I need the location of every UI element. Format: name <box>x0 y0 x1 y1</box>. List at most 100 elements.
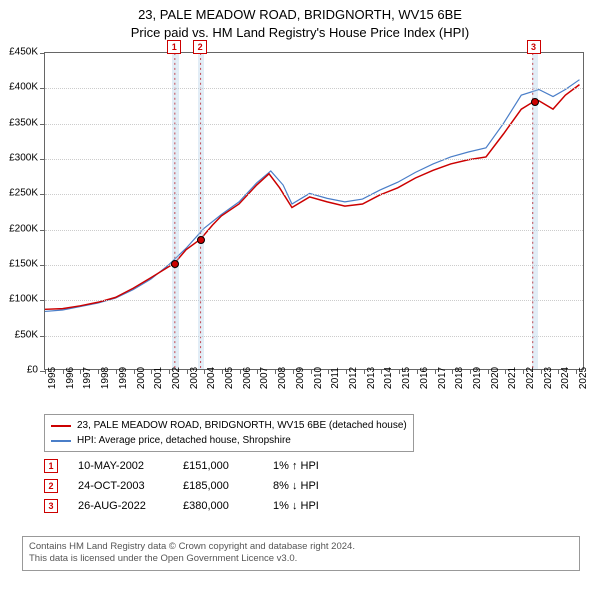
event-row: 3 26-AUG-2022 £380,000 1% ↓ HPI <box>44 499 353 513</box>
legend-row: 23, PALE MEADOW ROAD, BRIDGNORTH, WV15 6… <box>51 418 407 433</box>
legend-label: 23, PALE MEADOW ROAD, BRIDGNORTH, WV15 6… <box>77 418 407 433</box>
xtick-mark <box>222 369 223 374</box>
xtick-mark <box>311 369 312 374</box>
legend-swatch <box>51 425 71 427</box>
xtick-label: 2004 <box>206 367 217 389</box>
series-property <box>45 85 579 310</box>
ytick-label: £100K <box>0 294 38 305</box>
xtick-mark <box>417 369 418 374</box>
xtick-label: 2001 <box>153 367 164 389</box>
xtick-mark <box>293 369 294 374</box>
gridline-h <box>45 194 583 195</box>
xtick-label: 2016 <box>419 367 430 389</box>
gridline-h <box>45 336 583 337</box>
attribution-line-2: This data is licensed under the Open Gov… <box>29 553 573 565</box>
attribution-box: Contains HM Land Registry data © Crown c… <box>22 536 580 571</box>
event-date: 26-AUG-2022 <box>78 500 163 512</box>
event-dot <box>171 260 179 268</box>
xtick-label: 1998 <box>100 367 111 389</box>
gridline-h <box>45 159 583 160</box>
legend-box: 23, PALE MEADOW ROAD, BRIDGNORTH, WV15 6… <box>44 414 414 452</box>
ytick-label: £250K <box>0 188 38 199</box>
xtick-label: 1996 <box>65 367 76 389</box>
xtick-label: 2022 <box>525 367 536 389</box>
event-price: £151,000 <box>183 460 253 472</box>
xtick-label: 2005 <box>224 367 235 389</box>
xtick-mark <box>45 369 46 374</box>
xtick-mark <box>364 369 365 374</box>
ytick-mark <box>40 300 45 301</box>
xtick-label: 2000 <box>136 367 147 389</box>
xtick-label: 2013 <box>366 367 377 389</box>
event-dot <box>197 236 205 244</box>
ytick-label: £200K <box>0 223 38 234</box>
xtick-label: 2002 <box>171 367 182 389</box>
chart-title-block: 23, PALE MEADOW ROAD, BRIDGNORTH, WV15 6… <box>0 0 600 42</box>
xtick-label: 2011 <box>330 367 341 389</box>
xtick-mark <box>63 369 64 374</box>
xtick-mark <box>541 369 542 374</box>
xtick-label: 1995 <box>47 367 58 389</box>
xtick-mark <box>187 369 188 374</box>
xtick-label: 2019 <box>472 367 483 389</box>
highlight-band <box>198 53 204 369</box>
xtick-mark <box>488 369 489 374</box>
event-delta: 1% ↑ HPI <box>273 460 353 472</box>
ytick-label: £150K <box>0 259 38 270</box>
xtick-label: 2021 <box>507 367 518 389</box>
xtick-mark <box>346 369 347 374</box>
event-num-box: 3 <box>44 499 58 513</box>
event-num-box: 2 <box>44 479 58 493</box>
title-line-1: 23, PALE MEADOW ROAD, BRIDGNORTH, WV15 6… <box>0 6 600 24</box>
ytick-label: £0 <box>0 365 38 376</box>
ytick-mark <box>40 336 45 337</box>
xtick-mark <box>399 369 400 374</box>
ytick-mark <box>40 88 45 89</box>
xtick-mark <box>576 369 577 374</box>
xtick-label: 2023 <box>543 367 554 389</box>
event-marker-box: 3 <box>527 40 541 54</box>
xtick-label: 1999 <box>118 367 129 389</box>
event-marker-box: 2 <box>193 40 207 54</box>
xtick-label: 2025 <box>578 367 589 389</box>
event-delta: 1% ↓ HPI <box>273 500 353 512</box>
ytick-label: £400K <box>0 82 38 93</box>
xtick-label: 2012 <box>348 367 359 389</box>
xtick-label: 2015 <box>401 367 412 389</box>
gridline-h <box>45 265 583 266</box>
highlight-band <box>172 53 178 369</box>
ytick-label: £350K <box>0 117 38 128</box>
xtick-label: 2024 <box>560 367 571 389</box>
ytick-mark <box>40 159 45 160</box>
gridline-h <box>45 300 583 301</box>
gridline-h <box>45 124 583 125</box>
xtick-mark <box>275 369 276 374</box>
legend-row: HPI: Average price, detached house, Shro… <box>51 433 407 448</box>
xtick-mark <box>470 369 471 374</box>
xtick-mark <box>116 369 117 374</box>
ytick-mark <box>40 230 45 231</box>
xtick-mark <box>435 369 436 374</box>
chart-svg <box>45 53 583 369</box>
ytick-label: £50K <box>0 329 38 340</box>
series-hpi <box>45 80 579 312</box>
ytick-mark <box>40 194 45 195</box>
gridline-h <box>45 230 583 231</box>
event-marker-box: 1 <box>167 40 181 54</box>
event-price: £380,000 <box>183 500 253 512</box>
ytick-mark <box>40 124 45 125</box>
xtick-mark <box>98 369 99 374</box>
xtick-label: 2008 <box>277 367 288 389</box>
chart-plot-area <box>44 52 584 370</box>
xtick-mark <box>169 369 170 374</box>
ytick-label: £300K <box>0 153 38 164</box>
xtick-mark <box>134 369 135 374</box>
xtick-label: 2014 <box>383 367 394 389</box>
xtick-mark <box>523 369 524 374</box>
event-num-box: 1 <box>44 459 58 473</box>
xtick-mark <box>240 369 241 374</box>
ytick-label: £450K <box>0 47 38 58</box>
attribution-line-1: Contains HM Land Registry data © Crown c… <box>29 541 573 553</box>
xtick-label: 2006 <box>242 367 253 389</box>
event-date: 24-OCT-2003 <box>78 480 163 492</box>
